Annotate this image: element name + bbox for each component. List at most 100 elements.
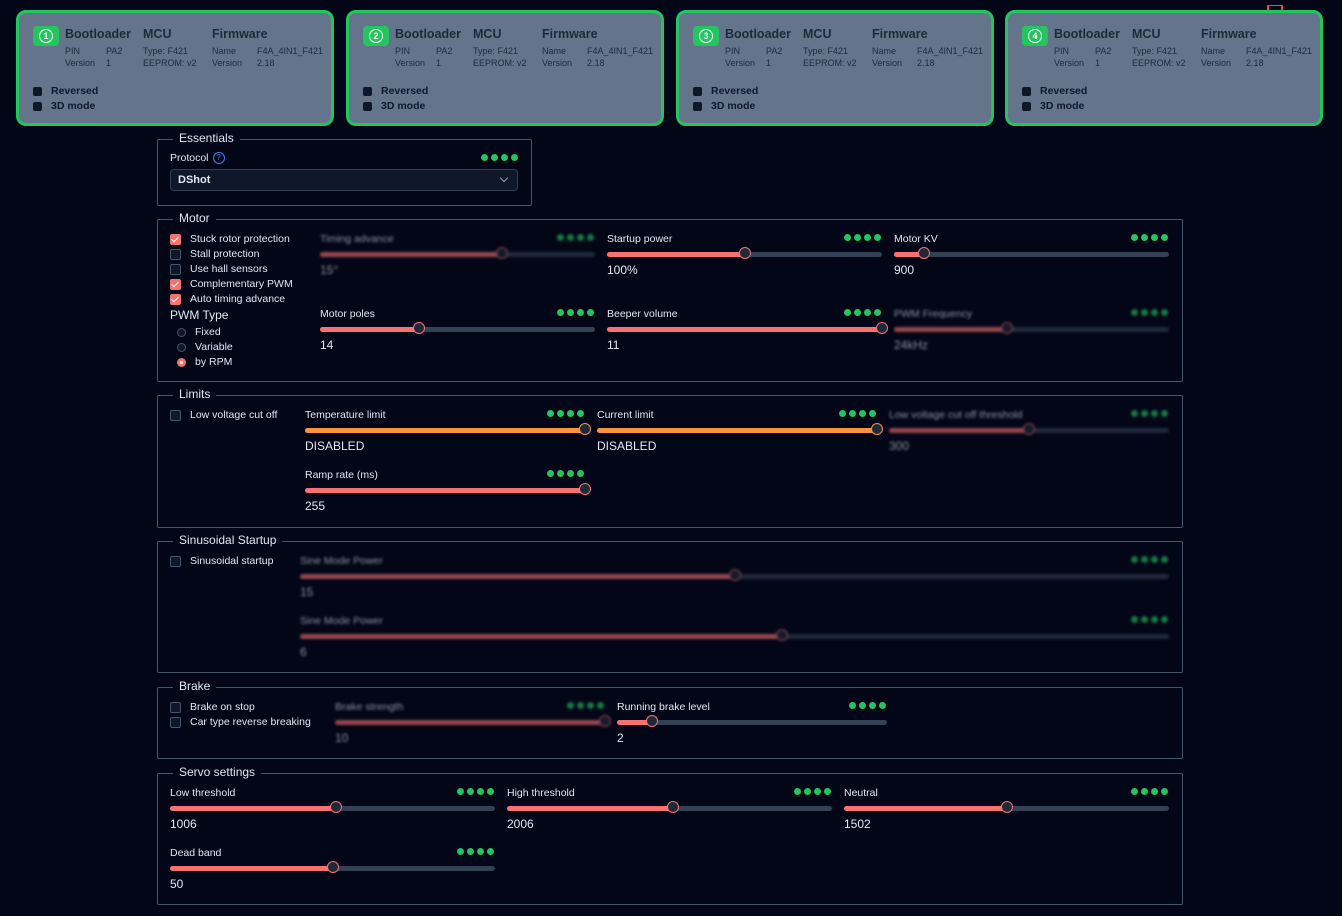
status-dots bbox=[1131, 616, 1168, 623]
pwm-type-radio[interactable]: Fixed bbox=[177, 326, 221, 338]
slider-track[interactable] bbox=[894, 247, 1169, 259]
slider-track[interactable] bbox=[335, 715, 611, 727]
slider-track[interactable] bbox=[617, 715, 887, 727]
slider-track[interactable] bbox=[320, 247, 595, 259]
servo-title: Servo settings bbox=[173, 765, 262, 779]
slider-track[interactable] bbox=[607, 247, 882, 259]
slider-track[interactable] bbox=[305, 423, 591, 435]
slider-thumb[interactable] bbox=[579, 483, 591, 495]
sinusoidal-title: Sinusoidal Startup bbox=[173, 533, 283, 547]
slider-fill bbox=[889, 428, 1029, 433]
bootloader-info: Bootloader PIN PA2 Version 1 bbox=[65, 27, 131, 68]
slider-fill bbox=[300, 574, 735, 579]
reversed-checkbox[interactable]: Reversed bbox=[693, 85, 758, 97]
slider-thumb[interactable] bbox=[327, 861, 339, 873]
help-icon[interactable]: ? bbox=[212, 152, 225, 165]
slider-value: 10 bbox=[335, 731, 349, 745]
motor-title: Motor bbox=[173, 211, 216, 225]
status-dots bbox=[1131, 410, 1168, 417]
status-dots bbox=[481, 154, 518, 161]
esc-number-badge: 1 bbox=[33, 26, 59, 46]
slider-fill bbox=[170, 866, 333, 871]
slider-thumb[interactable] bbox=[739, 247, 751, 259]
low-voltage-checkbox[interactable]: Low voltage cut off bbox=[170, 409, 277, 421]
sinusoidal-checkbox[interactable]: Sinusoidal startup bbox=[170, 555, 273, 567]
slider-fill bbox=[305, 428, 585, 433]
slider-value: 6 bbox=[300, 645, 307, 659]
slider-thumb[interactable] bbox=[918, 247, 930, 259]
3d-mode-checkbox[interactable]: 3D mode bbox=[693, 100, 755, 112]
slider-thumb[interactable] bbox=[1001, 801, 1013, 813]
motor-checkbox[interactable]: Complementary PWM bbox=[170, 278, 293, 290]
motor-checkbox[interactable]: Stuck rotor protection bbox=[170, 233, 290, 245]
reversed-checkbox[interactable]: Reversed bbox=[33, 85, 98, 97]
slider-track[interactable] bbox=[300, 569, 1169, 581]
servo-section: Servo settings bbox=[157, 765, 1183, 905]
slider-thumb[interactable] bbox=[579, 423, 591, 435]
slider-track[interactable] bbox=[889, 423, 1169, 435]
chevron-down-icon bbox=[499, 173, 509, 183]
slider-track[interactable] bbox=[305, 483, 591, 495]
slider-thumb[interactable] bbox=[1001, 322, 1013, 334]
status-dots bbox=[557, 309, 594, 316]
pwm-type-label: PWM Type bbox=[170, 308, 229, 322]
slider-label: High threshold bbox=[507, 787, 575, 799]
slider-thumb[interactable] bbox=[1023, 423, 1035, 435]
slider-label: Low threshold bbox=[170, 787, 236, 799]
slider-track[interactable] bbox=[170, 801, 495, 813]
pwm-type-radio[interactable]: by RPM bbox=[177, 356, 232, 368]
reversed-checkbox[interactable]: Reversed bbox=[363, 85, 428, 97]
slider-label: Beeper volume bbox=[607, 308, 678, 320]
slider-track[interactable] bbox=[170, 861, 495, 873]
slider-thumb[interactable] bbox=[599, 715, 611, 727]
slider-label: Current limit bbox=[597, 409, 654, 421]
slider-track[interactable] bbox=[894, 322, 1169, 334]
slider-thumb[interactable] bbox=[871, 423, 883, 435]
esc-card-2[interactable]: 2 Bootloader PIN PA2 Version 1 MCU Type: F421 EE… bbox=[346, 10, 664, 126]
slider-thumb[interactable] bbox=[667, 801, 679, 813]
slider-thumb[interactable] bbox=[876, 322, 888, 334]
3d-mode-checkbox[interactable]: 3D mode bbox=[33, 100, 95, 112]
slider-value: DISABLED bbox=[305, 439, 365, 453]
slider-track[interactable] bbox=[607, 322, 888, 334]
3d-mode-checkbox[interactable]: 3D mode bbox=[363, 100, 425, 112]
slider-thumb[interactable] bbox=[496, 247, 508, 259]
slider-track[interactable] bbox=[507, 801, 832, 813]
car-reverse-brake-checkbox[interactable]: Car type reverse breaking bbox=[170, 716, 311, 728]
status-dots bbox=[547, 410, 584, 417]
slider-value: 11 bbox=[607, 338, 620, 352]
esc-card-1[interactable]: 1 Bootloader PIN PA2 Version 1 MCU Type: F421 EE… bbox=[16, 10, 334, 126]
motor-checkbox[interactable]: Stall protection bbox=[170, 248, 259, 260]
slider-thumb[interactable] bbox=[646, 715, 658, 727]
slider-track[interactable] bbox=[300, 629, 1169, 641]
brake-section: Brake bbox=[157, 679, 1183, 759]
status-dots bbox=[1131, 309, 1168, 316]
slider-fill bbox=[335, 720, 605, 725]
slider-fill bbox=[305, 488, 585, 493]
slider-track[interactable] bbox=[844, 801, 1169, 813]
slider-label: Ramp rate (ms) bbox=[305, 469, 378, 481]
limits-section: Limits bbox=[157, 387, 1183, 528]
mcu-info: MCU Type: F421 EEPROM: v2 bbox=[143, 27, 197, 68]
status-dots bbox=[1131, 234, 1168, 241]
protocol-select[interactable]: DShot bbox=[170, 169, 518, 191]
essentials-section: Essentials bbox=[157, 131, 532, 206]
motor-checkbox[interactable]: Auto timing advance bbox=[170, 293, 285, 305]
motor-checkbox[interactable]: Use hall sensors bbox=[170, 263, 268, 275]
slider-track[interactable] bbox=[320, 322, 595, 334]
esc-card-4[interactable]: 4 Bootloader PIN PA2 Version 1 MCU Type: F421 EE… bbox=[1005, 10, 1323, 126]
brake-on-stop-checkbox[interactable]: Brake on stop bbox=[170, 701, 255, 713]
slider-thumb[interactable] bbox=[729, 569, 741, 581]
esc-number-badge: 3 bbox=[693, 26, 719, 46]
slider-track[interactable] bbox=[597, 423, 883, 435]
3d-mode-checkbox[interactable]: 3D mode bbox=[1022, 100, 1084, 112]
pwm-type-radio[interactable]: Variable bbox=[177, 341, 233, 353]
slider-value: DISABLED bbox=[597, 439, 657, 453]
slider-thumb[interactable] bbox=[413, 322, 425, 334]
reversed-checkbox[interactable]: Reversed bbox=[1022, 85, 1087, 97]
slider-label: Low voltage cut off threshold bbox=[889, 409, 1023, 421]
slider-fill bbox=[894, 327, 1007, 332]
slider-thumb[interactable] bbox=[330, 801, 342, 813]
slider-thumb[interactable] bbox=[776, 629, 788, 641]
esc-card-3[interactable]: 3 Bootloader PIN PA2 Version 1 MCU Type: F421 EE… bbox=[676, 10, 994, 126]
